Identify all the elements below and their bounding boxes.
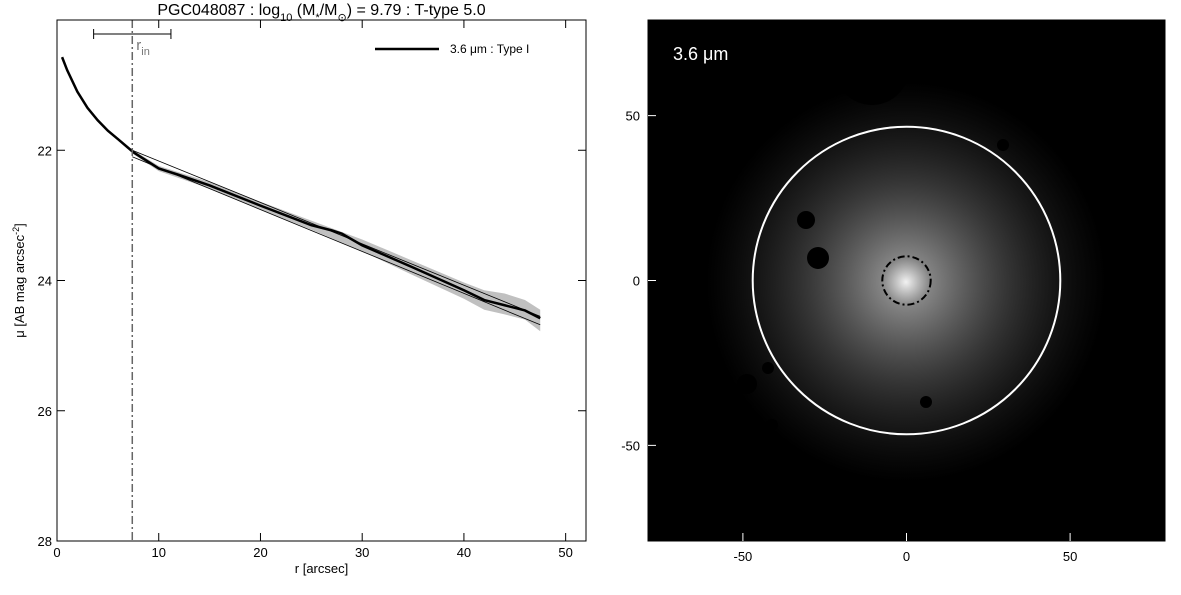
x-tick-label: 0 [53,545,60,560]
y-tick-label: 22 [38,143,52,158]
legend-label: 3.6 μm : Type I [450,42,529,56]
fit-line [132,149,541,317]
y-tick-label: 0 [633,274,640,289]
x-tick-label: 50 [558,545,572,560]
y-tick-label: 26 [38,404,52,419]
fit-line [132,156,541,326]
title-part: 10 [280,12,292,24]
inner-circle [881,255,932,306]
x-tick-label: 20 [253,545,267,560]
x-tick-label: -50 [733,549,752,564]
chart-title: PGC048087 : log10 (M*/M⊙) = 9.79 : T-typ… [157,2,485,24]
y-tick-label: -50 [621,438,640,453]
x-tick-label: 50 [1063,549,1077,564]
r-in-label: rin [136,37,150,58]
y-label-part: -2 [11,227,21,235]
y-tick-label: 24 [38,274,52,289]
title-part: * [315,12,320,24]
y-tick-label: 50 [626,109,640,124]
r-in-sub: in [141,46,150,58]
title-part: /M [320,2,338,19]
y-axis-label: μ [AB mag arcsec-2] [11,223,27,338]
x-tick-label: 10 [151,545,165,560]
title-part: PGC048087 : log [157,2,280,19]
title-part: ) = 9.79 : T-type 5.0 [347,2,486,19]
aperture-circle [751,125,1062,436]
title-part: (M [292,2,315,19]
x-tick-label: 40 [457,545,471,560]
x-tick-label: 30 [355,545,369,560]
masks [737,31,1009,431]
x-axis-label: r [arcsec] [295,561,348,576]
x-tick-label: 0 [903,549,910,564]
profile-line [60,56,541,320]
galaxy-glow [706,82,1106,482]
title-part: ⊙ [338,12,347,24]
image-layer [648,20,1165,541]
r-in-main: r [136,37,141,54]
y-label-part: ] [12,223,27,227]
y-tick-label: 28 [38,534,52,549]
y-label-part: μ [AB mag arcsec [12,234,27,337]
band-label: 3.6 μm [673,44,728,64]
plot-frame [56,19,587,542]
